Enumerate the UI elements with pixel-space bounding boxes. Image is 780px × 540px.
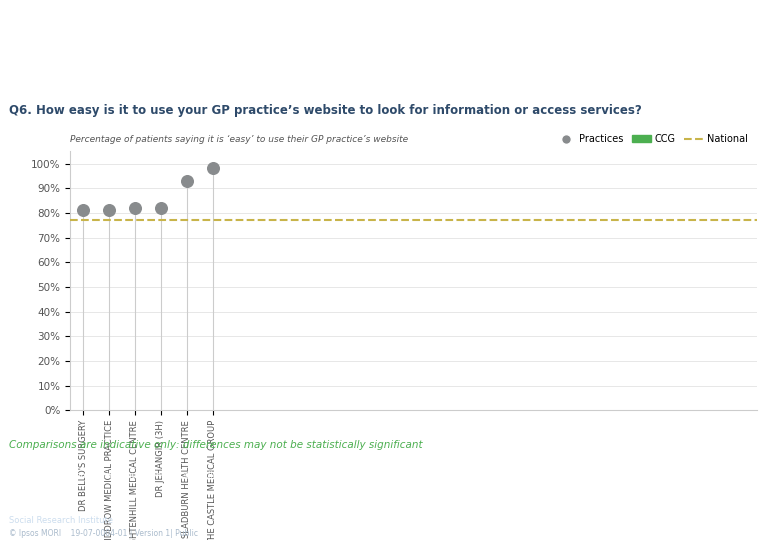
Text: Ipsos MORI: Ipsos MORI [9, 504, 70, 514]
Text: how the CCG’s practices compare: how the CCG’s practices compare [12, 57, 433, 77]
Point [77, 206, 90, 215]
Text: Social Research Institute: Social Research Institute [9, 516, 113, 525]
Text: Comparisons are indicative only: differences may not be statistically significan: Comparisons are indicative only: differe… [9, 441, 423, 450]
Text: ipsos: ipsos [719, 512, 747, 522]
Text: © Ipsos MORI    19-07-0004-01 | Version 1| Public: © Ipsos MORI 19-07-0004-01 | Version 1| … [9, 529, 198, 537]
Text: 26: 26 [382, 510, 398, 524]
Text: %Easy = %Very easy + %Fairly easy: %Easy = %Very easy + %Fairly easy [623, 471, 771, 480]
Point [207, 164, 219, 173]
Text: Ease of use of online services:: Ease of use of online services: [12, 26, 392, 46]
Text: Base: All those completing a questionnaire excluding 'Haven't tried'; National (: Base: All those completing a questionnai… [9, 471, 589, 480]
Legend: Practices, CCG, National: Practices, CCG, National [552, 130, 752, 148]
Text: Percentage of patients saying it is ‘easy’ to use their GP practice’s website: Percentage of patients saying it is ‘eas… [70, 134, 408, 144]
Point [129, 204, 141, 212]
Point [180, 177, 193, 185]
Point [154, 204, 167, 212]
Text: Q6. How easy is it to use your GP practice’s website to look for information or : Q6. How easy is it to use your GP practi… [9, 104, 642, 117]
Point [103, 206, 115, 215]
